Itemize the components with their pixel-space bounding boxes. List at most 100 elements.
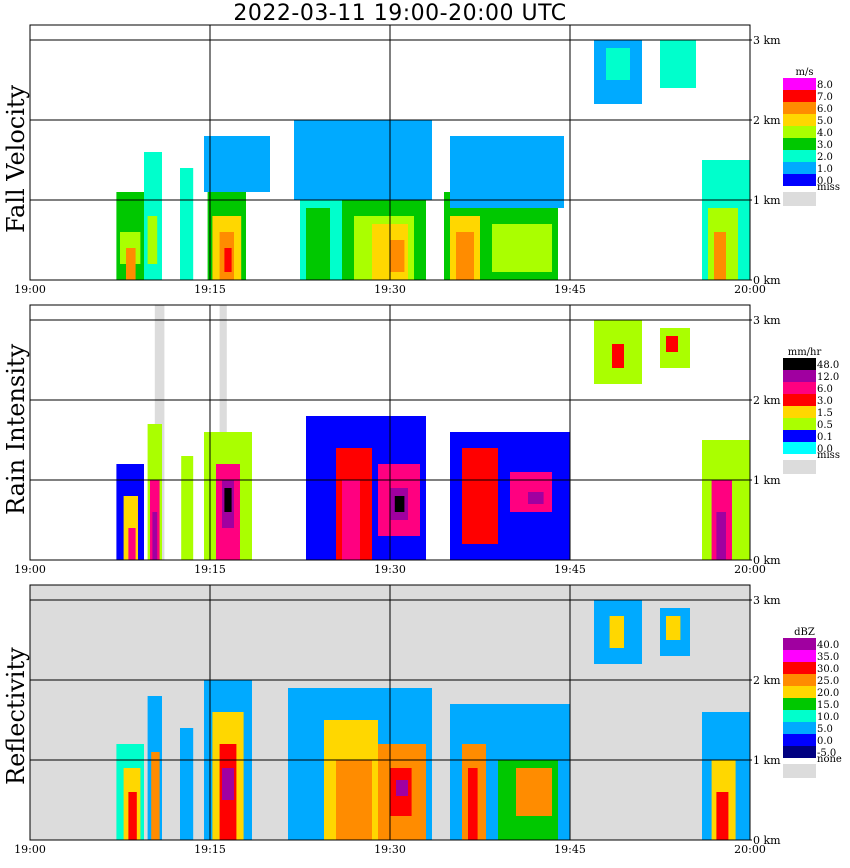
data-cell xyxy=(492,224,552,272)
data-cell xyxy=(180,728,194,840)
data-cell xyxy=(224,248,232,272)
legend-label: 0.1 xyxy=(817,432,833,443)
legend-unit: dBZ xyxy=(794,627,815,638)
data-cell xyxy=(716,792,729,840)
legend-swatch xyxy=(783,150,816,162)
legend-swatch xyxy=(783,418,816,430)
height-tick-label: 0 km xyxy=(753,554,781,567)
chart-title: 2022-03-11 19:00-20:00 UTC xyxy=(233,1,567,26)
legend-label: 6.0 xyxy=(817,384,833,395)
legend-label: 48.0 xyxy=(817,360,839,371)
legend-swatch xyxy=(783,174,816,186)
data-cell xyxy=(306,208,330,280)
legend-swatch xyxy=(783,710,816,722)
time-tick-label: 19:15 xyxy=(194,843,226,856)
data-cell xyxy=(396,780,408,796)
legend-label: 4.0 xyxy=(817,128,833,139)
time-tick-label: 19:00 xyxy=(14,843,46,856)
time-tick-label: 19:15 xyxy=(194,563,226,576)
time-tick-label: 19:15 xyxy=(194,283,226,296)
height-tick-label: 1 km xyxy=(753,194,781,207)
data-cell xyxy=(666,616,681,640)
data-cell xyxy=(666,336,678,352)
data-cell xyxy=(342,480,360,560)
data-cell xyxy=(294,120,432,200)
legend-label: 35.0 xyxy=(817,652,839,663)
legend-missing-label: miss xyxy=(817,182,840,193)
data-cell xyxy=(204,136,270,192)
height-tick-label: 2 km xyxy=(753,674,781,687)
legend-swatch xyxy=(783,686,816,698)
height-tick-label: 0 km xyxy=(753,834,781,847)
data-cell xyxy=(714,232,726,280)
legend-label: -5.0 xyxy=(817,748,836,759)
legend-label: 8.0 xyxy=(817,80,833,91)
data-cell xyxy=(390,240,405,272)
legend-label: 3.0 xyxy=(817,140,833,151)
data-cell xyxy=(528,492,544,504)
legend-swatch xyxy=(783,638,816,650)
legend-missing-swatch xyxy=(783,764,816,778)
data-cell xyxy=(606,48,630,80)
legend-swatch xyxy=(783,674,816,686)
legend-swatch xyxy=(783,382,816,394)
height-tick-label: 1 km xyxy=(753,754,781,767)
legend-missing-swatch xyxy=(783,192,816,206)
time-tick-label: 19:30 xyxy=(374,843,406,856)
data-cell xyxy=(181,456,194,560)
legend-swatch xyxy=(783,358,816,370)
legend-swatch xyxy=(783,394,816,406)
time-tick-label: 20:00 xyxy=(734,843,766,856)
data-cell xyxy=(180,168,194,280)
time-tick-label: 19:00 xyxy=(14,563,46,576)
legend-missing-label: miss xyxy=(817,450,840,461)
legend-label: 25.0 xyxy=(817,676,839,687)
data-cell xyxy=(716,512,726,560)
legend-label: 0.5 xyxy=(817,420,833,431)
data-cell xyxy=(151,752,160,840)
data-cell xyxy=(126,248,136,280)
legend-label: 1.0 xyxy=(817,164,833,175)
data-cell xyxy=(660,40,696,88)
data-cell xyxy=(612,344,624,368)
legend-label: 20.0 xyxy=(817,688,839,699)
legend-swatch xyxy=(783,746,816,758)
time-tick-label: 19:45 xyxy=(554,283,586,296)
legend-label: 30.0 xyxy=(817,664,839,675)
legend-swatch xyxy=(783,442,816,454)
data-cell xyxy=(394,496,405,512)
legend-swatch xyxy=(783,78,816,90)
height-tick-label: 0 km xyxy=(753,274,781,287)
legend-label: 0.0 xyxy=(817,444,833,455)
legend-missing-label: none xyxy=(817,754,842,765)
legend-swatch xyxy=(783,90,816,102)
data-cell xyxy=(147,216,158,264)
time-tick-label: 19:00 xyxy=(14,283,46,296)
legend-label: 10.0 xyxy=(817,712,839,723)
time-tick-label: 19:30 xyxy=(374,283,406,296)
legend-swatch xyxy=(783,126,816,138)
height-tick-label: 3 km xyxy=(753,34,781,47)
legend-label: 6.0 xyxy=(817,104,833,115)
legend-label: 2.0 xyxy=(817,152,833,163)
legend-label: 40.0 xyxy=(817,640,839,651)
legend-swatch xyxy=(783,114,816,126)
data-cell xyxy=(456,232,474,280)
legend-label: 5.0 xyxy=(817,724,833,735)
legend-swatch xyxy=(783,722,816,734)
time-tick-label: 19:45 xyxy=(554,843,586,856)
legend-swatch xyxy=(783,698,816,710)
data-cell xyxy=(450,136,564,208)
legend-unit: m/s xyxy=(796,67,814,78)
data-cell xyxy=(462,448,498,544)
legend-swatch xyxy=(783,162,816,174)
height-tick-label: 2 km xyxy=(753,394,781,407)
data-cell xyxy=(516,768,552,816)
time-tick-label: 19:30 xyxy=(374,563,406,576)
legend-label: 1.5 xyxy=(817,408,833,419)
legend-label: 0.0 xyxy=(817,176,833,187)
legend-swatch xyxy=(783,662,816,674)
time-tick-label: 20:00 xyxy=(734,283,766,296)
legend-label: 12.0 xyxy=(817,372,839,383)
